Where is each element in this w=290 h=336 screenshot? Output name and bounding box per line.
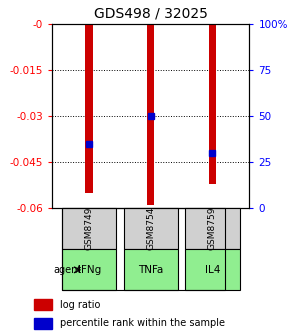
Bar: [147, 24, 155, 205]
Bar: [34, 299, 52, 310]
Title: GDS498 / 32025: GDS498 / 32025: [94, 7, 208, 21]
Bar: [62, 208, 225, 290]
Text: GSM8754: GSM8754: [146, 207, 155, 250]
Bar: [124, 208, 178, 249]
Text: GSM8749: GSM8749: [85, 207, 94, 250]
Text: GSM8759: GSM8759: [208, 207, 217, 250]
Text: IFNg: IFNg: [77, 265, 101, 275]
Bar: [34, 318, 52, 329]
Text: agent: agent: [53, 265, 82, 275]
Bar: [185, 208, 240, 249]
Bar: [62, 208, 116, 249]
Text: percentile rank within the sample: percentile rank within the sample: [60, 319, 225, 328]
Text: TNFa: TNFa: [138, 265, 164, 275]
Text: IL4: IL4: [205, 265, 220, 275]
Text: log ratio: log ratio: [60, 300, 100, 310]
Bar: [86, 24, 93, 193]
Bar: [124, 249, 178, 290]
Bar: [62, 249, 116, 290]
Bar: [185, 249, 240, 290]
Bar: [209, 24, 216, 184]
